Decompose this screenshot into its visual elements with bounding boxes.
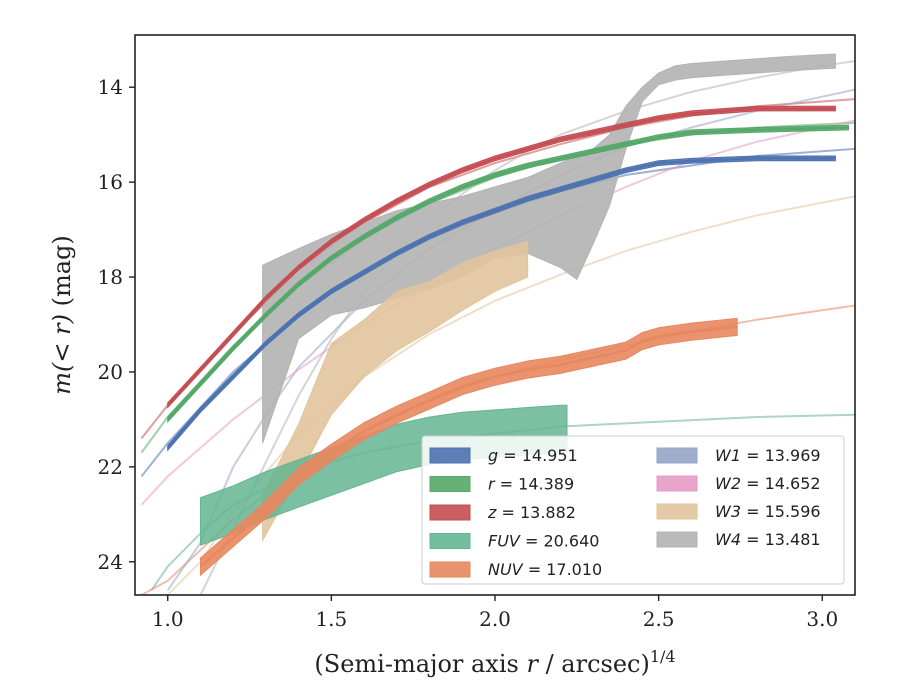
legend-entry-g: g = 14.951 — [429, 446, 578, 465]
legend-label: W2 = 14.652 — [715, 474, 821, 493]
legend: g = 14.951 r = 14.389 z = 13.882 FUV = 20.6… — [421, 435, 845, 585]
profile-line-g — [166, 157, 836, 449]
legend-swatch — [656, 531, 698, 548]
legend-label: W3 = 15.596 — [715, 502, 821, 521]
legend-entry-fuv: FUV = 20.640 — [429, 532, 599, 551]
profile-line-r — [166, 126, 849, 421]
legend-entry-w1: W1 = 13.969 — [656, 446, 821, 465]
legend-swatch — [656, 503, 698, 520]
legend-label: z = 13.882 — [487, 503, 576, 522]
y-tick-label: 14 — [98, 75, 123, 99]
legend-entry-nuv: NUV = 17.010 — [429, 560, 602, 579]
legend-swatch — [429, 504, 471, 521]
model-curve-w4 — [199, 60, 855, 595]
x-axis-label: (Semi-major axis r / arcsec)1/4 — [314, 647, 675, 678]
plot-area — [140, 53, 855, 595]
profile-line-z — [166, 107, 836, 406]
legend-frame — [421, 435, 845, 585]
legend-label: W1 = 13.969 — [715, 446, 821, 465]
legend-entry-w4: W4 = 13.481 — [656, 530, 821, 549]
x-tick-label: 2.5 — [643, 607, 675, 631]
band-w3 — [262, 240, 529, 543]
legend-entry-r: r = 14.389 — [429, 475, 574, 494]
legend-entry-z: z = 13.882 — [429, 503, 576, 522]
legend-swatch — [656, 475, 698, 492]
legend-label: NUV = 17.010 — [488, 560, 602, 579]
y-tick-label: 20 — [98, 360, 123, 384]
y-tick-label: 16 — [98, 170, 123, 194]
legend-label: r = 14.389 — [488, 475, 574, 494]
band-nuv — [200, 317, 738, 577]
x-tick-label: 1.5 — [315, 607, 347, 631]
legend-swatch — [429, 476, 471, 492]
x-tick-label: 3.0 — [806, 607, 838, 631]
band-r — [167, 124, 849, 424]
x-tick-label: 1.0 — [152, 607, 184, 631]
profile-line-nuv — [199, 325, 738, 568]
x-tick-label: 2.0 — [479, 607, 511, 631]
y-axis-label: m(< r) (mag) — [48, 235, 76, 395]
legend-label: g = 14.951 — [488, 446, 578, 465]
y-tick-label: 22 — [98, 455, 123, 479]
band-g — [167, 155, 836, 452]
legend-entry-w3: W3 = 15.596 — [656, 502, 821, 521]
y-tick-label: 24 — [98, 550, 123, 574]
legend-swatch — [429, 533, 471, 549]
legend-swatch — [429, 447, 471, 464]
legend-swatch — [656, 447, 698, 464]
axis-ticks: 1.0 1.5 2.0 2.5 3.0 14 16 18 20 22 24 — [98, 75, 839, 631]
legend-entry-w2: W2 = 14.652 — [656, 474, 821, 493]
legend-label: FUV = 20.640 — [488, 532, 599, 551]
legend-label: W4 = 13.481 — [715, 530, 821, 549]
y-tick-label: 18 — [98, 265, 123, 289]
band-z — [167, 105, 836, 409]
legend-swatch — [429, 561, 471, 578]
